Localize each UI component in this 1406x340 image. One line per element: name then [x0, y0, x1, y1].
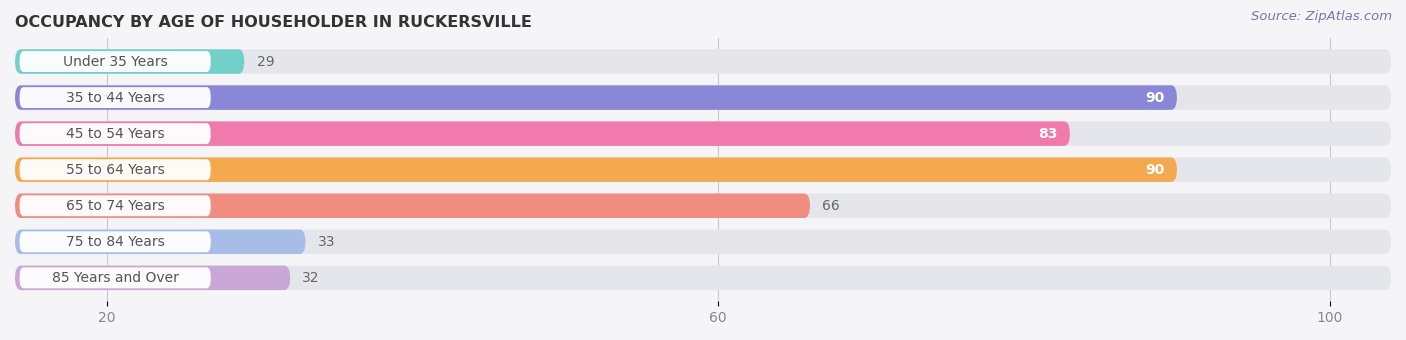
FancyBboxPatch shape: [15, 49, 1391, 74]
FancyBboxPatch shape: [15, 230, 305, 254]
FancyBboxPatch shape: [15, 49, 245, 74]
FancyBboxPatch shape: [15, 266, 1391, 290]
FancyBboxPatch shape: [15, 230, 1391, 254]
Text: Source: ZipAtlas.com: Source: ZipAtlas.com: [1251, 10, 1392, 23]
Text: 32: 32: [302, 271, 321, 285]
FancyBboxPatch shape: [15, 85, 1177, 110]
FancyBboxPatch shape: [15, 193, 810, 218]
FancyBboxPatch shape: [20, 51, 211, 72]
Text: 90: 90: [1146, 163, 1164, 177]
FancyBboxPatch shape: [20, 87, 211, 108]
FancyBboxPatch shape: [15, 193, 1391, 218]
FancyBboxPatch shape: [15, 121, 1070, 146]
FancyBboxPatch shape: [15, 266, 290, 290]
FancyBboxPatch shape: [20, 231, 211, 252]
Text: 90: 90: [1146, 90, 1164, 105]
Text: 29: 29: [256, 54, 274, 69]
FancyBboxPatch shape: [15, 157, 1391, 182]
Text: 85 Years and Over: 85 Years and Over: [52, 271, 179, 285]
FancyBboxPatch shape: [20, 123, 211, 144]
Text: 66: 66: [823, 199, 839, 213]
Text: OCCUPANCY BY AGE OF HOUSEHOLDER IN RUCKERSVILLE: OCCUPANCY BY AGE OF HOUSEHOLDER IN RUCKE…: [15, 15, 531, 30]
FancyBboxPatch shape: [15, 85, 1391, 110]
FancyBboxPatch shape: [15, 157, 1177, 182]
FancyBboxPatch shape: [20, 195, 211, 216]
Text: 75 to 84 Years: 75 to 84 Years: [66, 235, 165, 249]
Text: 65 to 74 Years: 65 to 74 Years: [66, 199, 165, 213]
Text: 33: 33: [318, 235, 335, 249]
FancyBboxPatch shape: [15, 121, 1391, 146]
Text: 55 to 64 Years: 55 to 64 Years: [66, 163, 165, 177]
FancyBboxPatch shape: [20, 159, 211, 180]
Text: 35 to 44 Years: 35 to 44 Years: [66, 90, 165, 105]
FancyBboxPatch shape: [20, 267, 211, 288]
Text: Under 35 Years: Under 35 Years: [63, 54, 167, 69]
Text: 45 to 54 Years: 45 to 54 Years: [66, 126, 165, 141]
Text: 83: 83: [1038, 126, 1057, 141]
